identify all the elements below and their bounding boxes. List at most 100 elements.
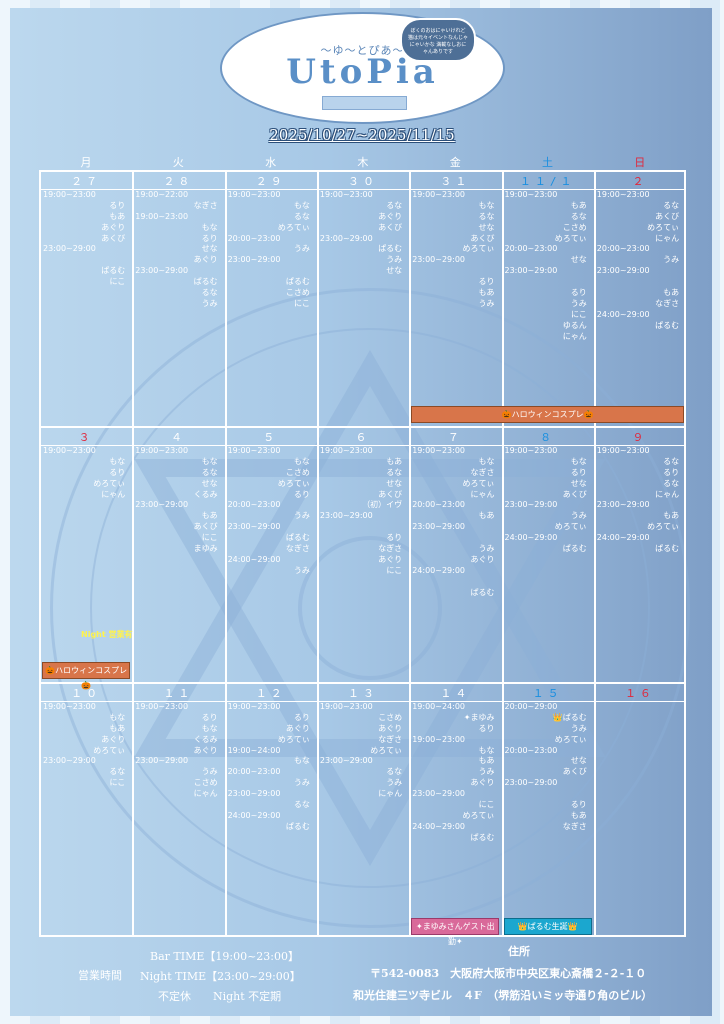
cast-name: ぱるむ xyxy=(285,533,310,543)
cast-name: にゃん xyxy=(378,789,403,799)
cast-name: めろてぃ xyxy=(647,222,680,232)
shift-list: 19:00~23:00 もな なぎさ めろてぃ にゃん 20:00~23:00 もあ 23:0… xyxy=(412,446,494,598)
cast-name xyxy=(228,266,310,277)
cast-name: にゃん xyxy=(193,789,218,799)
cast-name: 👑ぱるむ xyxy=(552,712,587,722)
cast-name: こさめ xyxy=(378,712,403,722)
cast-name: もあ xyxy=(478,756,495,766)
cast-name: ✦まゆみ xyxy=(463,712,495,722)
cast-name xyxy=(597,277,679,288)
shift-time: 19:00~23:00 xyxy=(319,446,373,455)
shift-time: 20:00~29:00 xyxy=(504,702,558,711)
cast-name: るな xyxy=(478,211,495,221)
cast-name: るり xyxy=(386,533,403,543)
cast-name: あくび xyxy=(470,233,495,243)
cast-name: にゃん xyxy=(655,489,680,499)
shift-time: 19:00~23:00 xyxy=(412,190,465,199)
cast-name: せな xyxy=(201,244,218,254)
shift-time: 23:00~29:00 xyxy=(412,522,465,532)
cast-name: もな xyxy=(109,456,126,466)
shift-time: 20:00~23:00 xyxy=(504,244,558,254)
calendar-day-cell: ２８ 19:00~22:00 なぎさ 19:00~23:00 もな るり せな あぐり 23:0… xyxy=(133,172,223,427)
address-label: 住所 xyxy=(508,945,530,958)
cast-name: めろてぃ xyxy=(277,734,310,744)
calendar-day-cell: １１/１ 19:00~23:00 もあ るな こさめ めろてぃ 20:00~23:00 せな 2… xyxy=(503,172,593,427)
shift-list: 19:00~23:00 るな るり るな にゃん 23:00~29:00 もあ めろてぃ 24:… xyxy=(597,446,679,555)
cast-name xyxy=(412,533,494,544)
shift-time: 19:00~23:00 xyxy=(135,702,189,711)
shift-list: 19:00~23:00 もな るな せな くるみ 23:00~29:00 もあ あくび にこ まゆ… xyxy=(135,446,217,555)
cast-name: あぐり xyxy=(378,554,403,564)
shift-list: 19:00~24:00 ✦まゆみ るり 19:00~23:00 もな もあ うみ あぐり 23:… xyxy=(412,702,494,844)
shift-time: 23:00~29:00 xyxy=(319,511,373,521)
calendar-day-cell: １０ 19:00~23:00 もな もあ あぐり めろてぃ 23:00~29:00 るな にこ xyxy=(41,684,131,939)
cast-name: もあ xyxy=(478,511,495,521)
day-number: １１ xyxy=(163,687,194,700)
calendar-day-cell: ６ 19:00~23:00 もあ るな せな あくび （初）イヴ 23:00~29:00 るりな… xyxy=(318,428,408,683)
background-inner-circle xyxy=(90,328,650,888)
cast-name xyxy=(505,789,587,800)
shift-time: 23:00~29:00 xyxy=(596,500,650,510)
cast-name: るり xyxy=(570,467,587,477)
cast-name: るり xyxy=(293,712,310,722)
cast-name: ぱるむ xyxy=(470,587,495,597)
cast-name: めろてぃ xyxy=(277,478,310,488)
cast-name: せな xyxy=(478,222,495,232)
day-number: ２９ xyxy=(255,175,286,188)
cast-name: るり xyxy=(663,467,680,477)
calendar-day-cell: ２９ 19:00~23:00 もな るな めろてぃ 20:00~23:00 うみ 23:00~… xyxy=(226,172,316,427)
grid-divider xyxy=(132,172,135,935)
cast-name: あぐり xyxy=(285,723,310,733)
shift-time: 23:00~29:00 xyxy=(135,266,189,276)
shift-time: 19:00~23:00 xyxy=(43,446,96,455)
cast-name: るり xyxy=(201,712,218,722)
shift-time: 23:00~29:00 xyxy=(227,522,281,532)
cast-name: せな xyxy=(570,478,587,488)
cast-name: あくび xyxy=(101,233,126,243)
cast-name: あぐり xyxy=(378,211,403,221)
cast-name: あくび xyxy=(378,489,403,499)
cast-name: ぱるむ xyxy=(470,832,495,842)
calendar-day-cell: ３ 19:00~23:00 もな るり めろてぃ にゃん xyxy=(41,428,131,683)
shift-time: 20:00~23:00 xyxy=(596,244,650,254)
day-number: ７ xyxy=(447,431,463,444)
cast-name: めろてぃ xyxy=(93,745,126,755)
cast-name: めろてぃ xyxy=(462,244,495,254)
cast-name: るな xyxy=(386,200,403,210)
cast-name: めろてぃ xyxy=(462,810,495,820)
day-number: １２ xyxy=(255,687,286,700)
cast-name: めろてぃ xyxy=(554,734,587,744)
shift-time: 19:00~23:00 xyxy=(135,211,189,221)
shift-time: 23:00~29:00 xyxy=(135,500,189,510)
cast-name: もな xyxy=(201,723,218,733)
shift-time: 19:00~24:00 xyxy=(227,745,281,755)
cast-name: るな xyxy=(663,456,680,466)
calendar-day-cell: ８ 19:00~23:00 もな るり せな あくび 23:00~29:00 うみ めろてぃ 24… xyxy=(503,428,593,683)
weekday-label: 火 xyxy=(172,156,184,169)
birthday-banner: 👑ぱるむ生誕👑 xyxy=(503,918,592,935)
shift-list: 19:00~23:00 もな るな めろてぃ 20:00~23:00 うみ 23:00~29… xyxy=(228,190,310,310)
day-number: １６ xyxy=(624,687,655,700)
shift-time: 23:00~29:00 xyxy=(504,778,558,788)
cast-name: なぎさ xyxy=(378,544,403,554)
cast-name xyxy=(320,522,402,533)
day-number: ３０ xyxy=(348,175,379,188)
cast-name: うみ xyxy=(293,244,310,254)
day-number: ４ xyxy=(170,431,186,444)
schedule-date-range: 2025/10/27~2025/11/15 xyxy=(269,126,455,144)
cast-name: もあ xyxy=(570,810,587,820)
shift-time: 20:00~23:00 xyxy=(412,500,465,510)
cast-name: にゃん xyxy=(655,233,680,243)
cast-name: もな xyxy=(109,712,126,722)
business-hours-label: 営業時間 xyxy=(78,969,122,982)
calendar-day-cell: ４ 19:00~23:00 もな るな せな くるみ 23:00~29:00 もあ あくび にこま… xyxy=(133,428,223,683)
cast-name: なぎさ xyxy=(562,821,587,831)
cast-name: るな xyxy=(293,211,310,221)
cast-name: うみ xyxy=(570,298,587,308)
day-number: １５ xyxy=(532,687,563,700)
cast-name: うみ xyxy=(386,255,403,265)
shift-time: 24:00~29:00 xyxy=(412,821,465,831)
cast-name: こさめ xyxy=(285,467,310,477)
cast-name: うみ xyxy=(293,565,310,575)
shift-time: 20:00~23:00 xyxy=(504,745,558,755)
